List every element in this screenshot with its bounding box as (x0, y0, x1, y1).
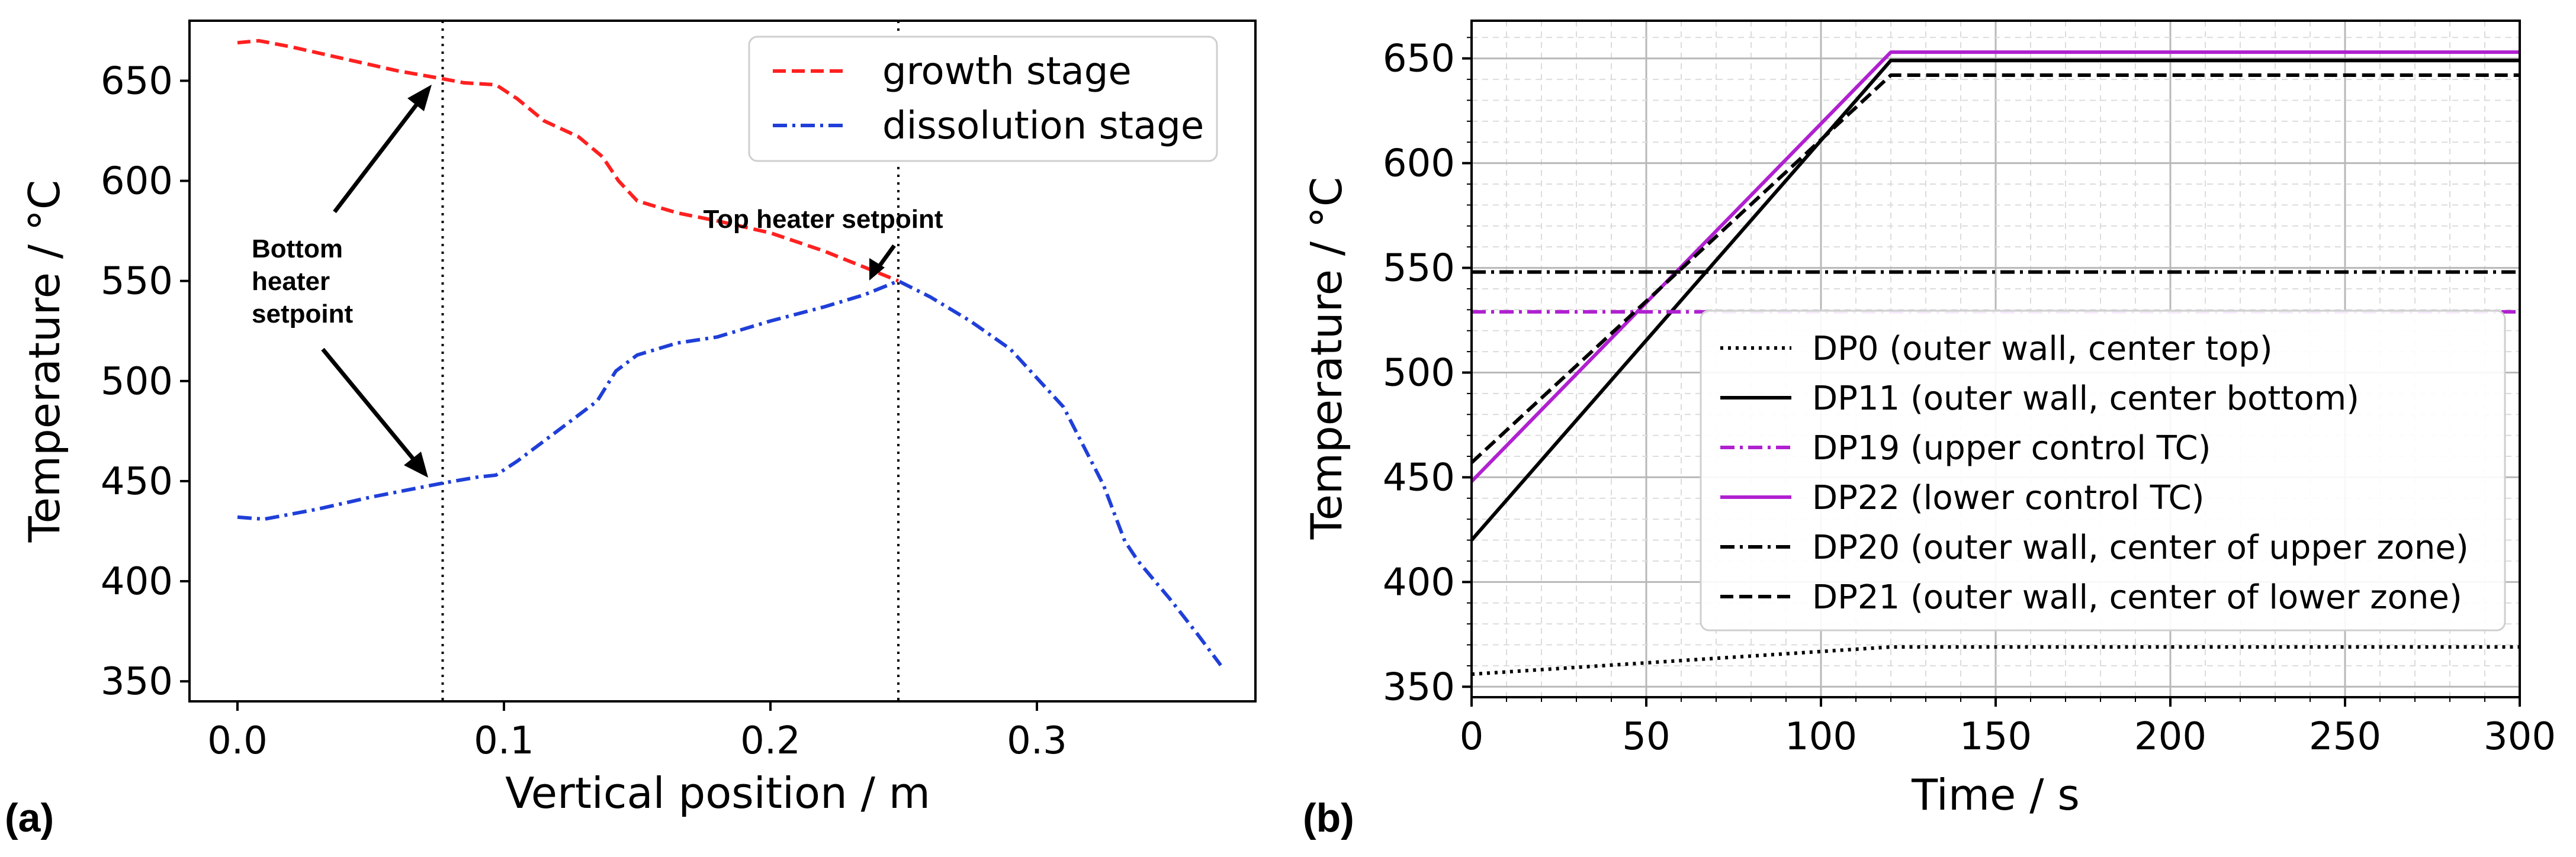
chart-a-x-ticks: 0.0 0.1 0.2 0.3 (207, 701, 1067, 763)
chart-b-y-tick-label: 500 (1383, 352, 1455, 395)
chart-b-x-axis-label: Time / s (1911, 770, 2080, 820)
chart-b: 350 400 450 500 550 600 650 0 50 100 150 200 250 300… (1302, 20, 2556, 840)
chart-b-x-tick-label: 50 (1622, 715, 1670, 759)
chart-b-y-ticks: 350 400 450 500 550 600 650 (1383, 37, 1472, 709)
chart-a-y-tick-label: 400 (101, 560, 173, 604)
chart-b-x-tick-label: 150 (1960, 715, 2032, 759)
bottom-heater-lower-arrowhead (404, 452, 428, 478)
chart-a-series-0-line (237, 38, 900, 283)
chart-a-x-tick-label: 0.2 (740, 719, 801, 763)
chart-a-y-tick-label: 500 (101, 360, 173, 404)
chart-a-legend-box (748, 36, 1218, 162)
chart-b-y-tick-label: 600 (1383, 142, 1455, 186)
chart-a-y-tick-label: 650 (101, 59, 173, 103)
bottom-heater-upper-arrowhead (407, 85, 432, 111)
chart-a-plot-frame (188, 20, 1257, 703)
chart-b-x-tick-label: 100 (1785, 715, 1857, 759)
chart-b-y-tick-label: 350 (1383, 665, 1455, 709)
chart-a: 350 400 450 500 550 600 650 0.0 0.1 0.2 0.3 Tempe… (5, 20, 1257, 840)
chart-b-legend-box (1700, 310, 2506, 632)
chart-b-series-5-line (1472, 73, 2520, 464)
bottom-heater-annotation: Bottom heater setpoint (252, 234, 353, 328)
chart-a-x-axis-label: Vertical position / m (505, 768, 930, 818)
chart-b-series-1-line (1472, 59, 2520, 542)
chart-b-legend: DP0 (outer wall, center top) DP11 (outer … (1700, 310, 2506, 632)
chart-a-y-tick-label: 450 (101, 460, 173, 504)
chart-a-y-ticks: 350 400 450 500 550 600 650 (101, 59, 189, 704)
chart-b-y-tick-label: 650 (1383, 37, 1455, 81)
chart-b-x-ticks: 0 50 100 150 200 250 300 (1460, 697, 2556, 759)
chart-b-legend-entry-1: DP11 (outer wall, center bottom) (1812, 379, 2359, 418)
chart-b-legend-entry-4: DP20 (outer wall, center of upper zone) (1812, 529, 2469, 567)
chart-a-x-tick-label: 0.1 (474, 719, 534, 763)
panel-label-b: (b) (1303, 795, 1354, 840)
chart-a-series (237, 38, 1222, 666)
chart-a-y-tick-label: 600 (101, 160, 173, 204)
chart-b-x-tick-label: 0 (1460, 715, 1484, 759)
bottom-heater-upper-arrow (333, 90, 428, 214)
bottom-heater-lower-arrow (321, 347, 425, 472)
bottom-heater-annotation-line-2: heater (252, 267, 330, 296)
top-heater-arrowhead (869, 258, 885, 281)
bottom-heater-annotation-line-3: setpoint (252, 299, 353, 328)
chart-a-x-tick-label: 0.3 (1007, 719, 1067, 763)
chart-b-x-tick-label: 250 (2309, 715, 2381, 759)
chart-b-series-3-line (1472, 50, 2520, 483)
chart-b-y-axis-label: Temperature / °C (1302, 177, 1351, 540)
chart-a-legend: growth stage dissolution stage (748, 36, 1218, 162)
chart-b-legend-entry-0: DP0 (outer wall, center top) (1812, 330, 2273, 368)
panel-label-a: (a) (5, 795, 54, 840)
chart-a-x-tick-label: 0.0 (207, 719, 268, 763)
chart-b-series-0-line (1472, 645, 2520, 676)
chart-a-legend-entry-dissolution: dissolution stage (882, 104, 1204, 148)
chart-b-legend-entry-2: DP19 (upper control TC) (1812, 429, 2211, 468)
chart-b-y-tick-label: 550 (1383, 247, 1455, 291)
chart-a-y-tick-label: 350 (101, 660, 173, 704)
chart-b-y-tick-label: 400 (1383, 560, 1455, 604)
chart-b-x-tick-label: 300 (2484, 715, 2556, 759)
chart-b-legend-entry-5: DP21 (outer wall, center of lower zone) (1812, 578, 2462, 617)
chart-a-legend-entry-growth: growth stage (882, 50, 1132, 94)
chart-a-y-tick-label: 550 (101, 260, 173, 304)
chart-a-series-1-line (237, 279, 1222, 666)
chart-b-legend-entry-3: DP22 (lower control TC) (1812, 479, 2204, 517)
chart-b-x-tick-label: 200 (2134, 715, 2206, 759)
chart-a-y-axis-label: Temperature / °C (20, 180, 69, 543)
bottom-heater-annotation-line-1: Bottom (252, 234, 343, 263)
chart-a-setpoint-lines (441, 21, 900, 701)
chart-b-y-tick-label: 450 (1383, 456, 1455, 500)
top-heater-annotation: Top heater setpoint (704, 205, 943, 234)
